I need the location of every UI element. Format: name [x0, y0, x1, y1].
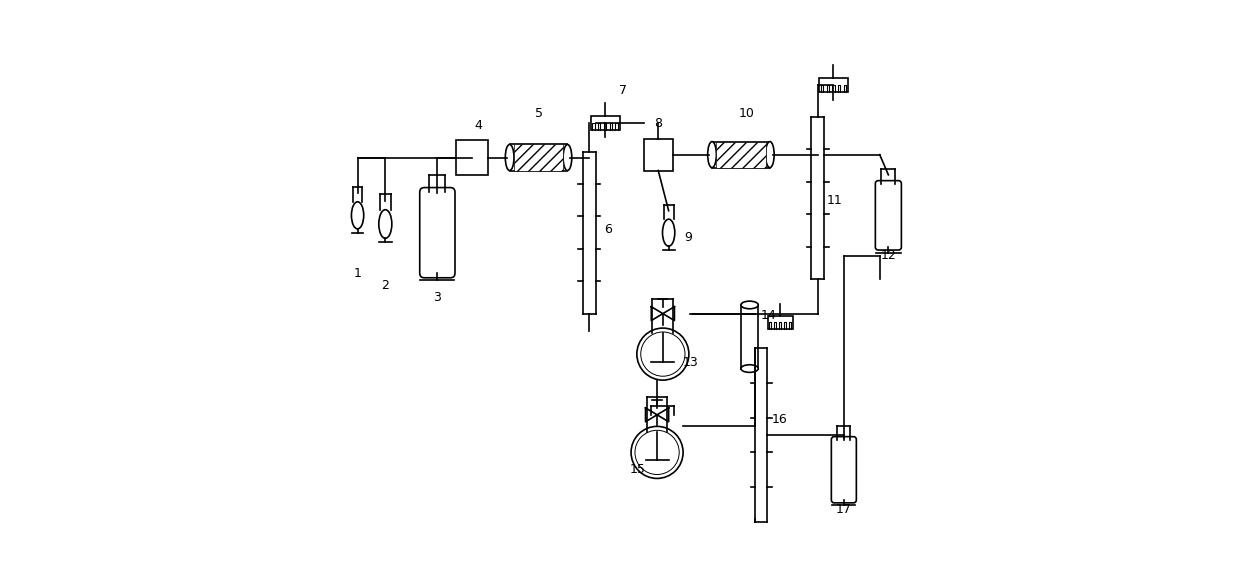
Text: 4: 4: [473, 119, 482, 132]
Text: 2: 2: [382, 279, 389, 292]
Bar: [514, 145, 564, 170]
Text: 8: 8: [654, 117, 662, 130]
Text: 3: 3: [434, 290, 441, 303]
Ellipse shape: [741, 365, 758, 372]
Text: 7: 7: [620, 84, 627, 97]
Bar: [819, 78, 847, 92]
Bar: [509, 145, 567, 170]
Text: 10: 10: [738, 107, 755, 120]
Text: 1: 1: [353, 267, 362, 281]
Ellipse shape: [506, 145, 514, 170]
Text: 15: 15: [629, 462, 646, 476]
Text: 12: 12: [881, 249, 896, 261]
Text: 11: 11: [826, 194, 843, 207]
Text: 5: 5: [534, 107, 543, 120]
Bar: [716, 142, 766, 168]
Ellipse shape: [766, 142, 774, 168]
Bar: [456, 140, 488, 175]
Ellipse shape: [741, 301, 758, 309]
Text: 17: 17: [836, 503, 851, 516]
Text: 13: 13: [683, 356, 699, 369]
Text: 9: 9: [684, 231, 693, 245]
Text: 6: 6: [603, 223, 612, 236]
Bar: [767, 316, 793, 329]
Text: 14: 14: [761, 310, 777, 322]
Bar: [591, 116, 620, 130]
Bar: [741, 305, 758, 368]
Text: 16: 16: [772, 414, 787, 426]
Bar: [712, 142, 769, 168]
Ellipse shape: [707, 142, 716, 168]
Bar: [644, 139, 673, 170]
Ellipse shape: [563, 145, 571, 170]
